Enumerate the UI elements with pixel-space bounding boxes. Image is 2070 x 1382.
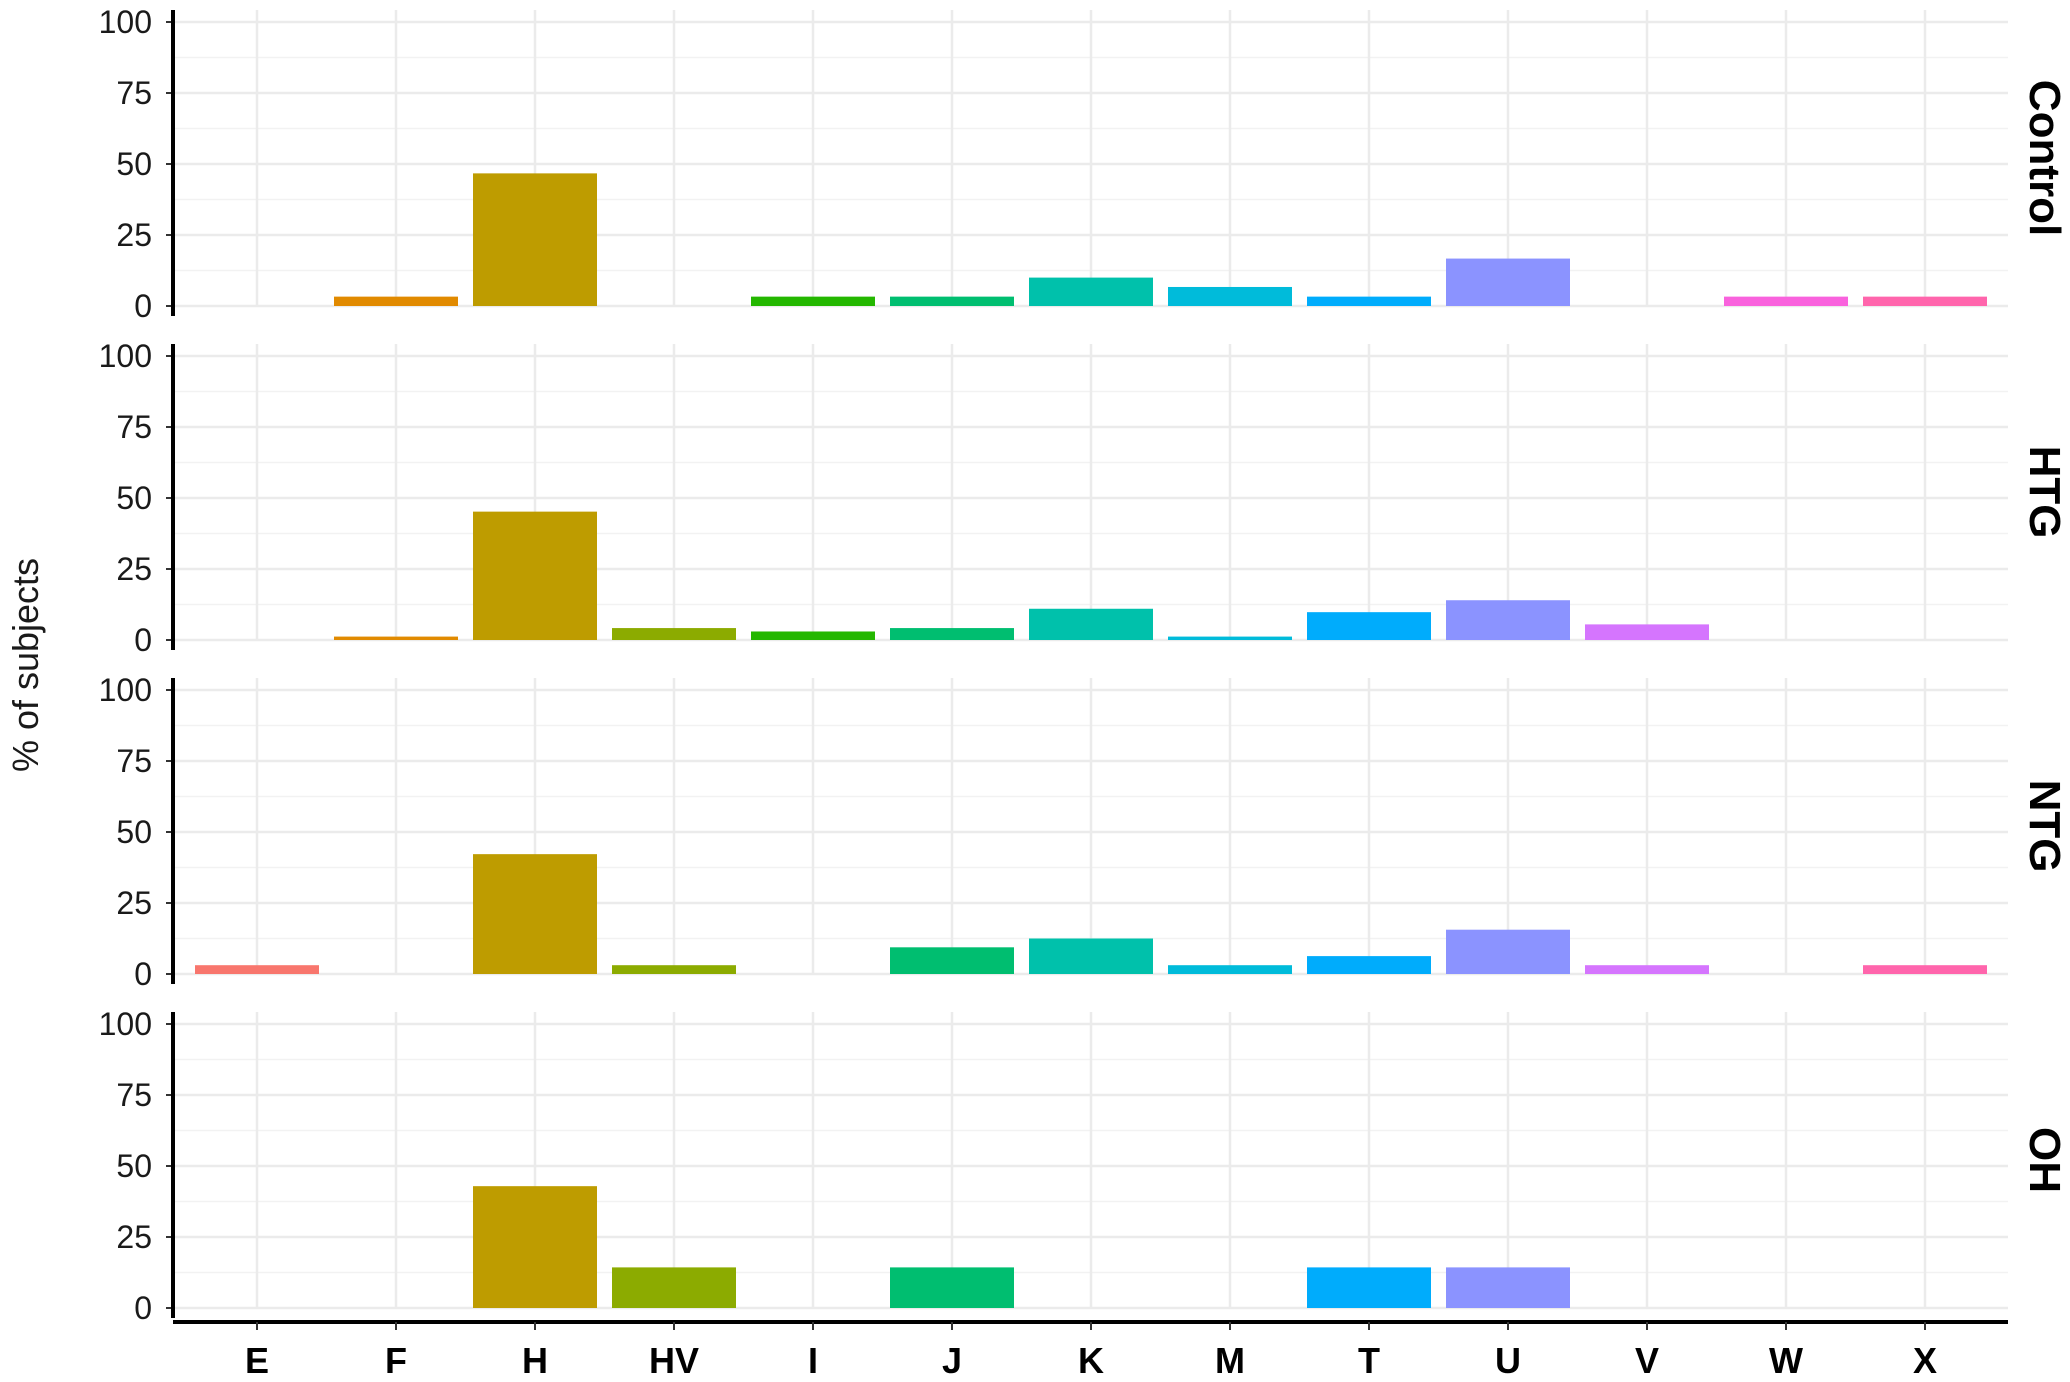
y-tick-label: 25: [116, 1219, 152, 1255]
bar-oh-hv: [612, 1267, 736, 1308]
facet-label-ntg: NTG: [2020, 780, 2069, 873]
y-tick-label: 50: [116, 146, 152, 182]
x-tick-label: HV: [649, 1340, 699, 1381]
bar-htg-u: [1446, 600, 1570, 640]
y-tick-label: 0: [134, 1290, 152, 1326]
x-tick-label: J: [942, 1340, 962, 1381]
bar-control-j: [890, 296, 1014, 306]
bar-ntg-m: [1168, 965, 1292, 974]
y-tick-label: 25: [116, 217, 152, 253]
bar-htg-i: [751, 631, 875, 640]
facet-label-oh: OH: [2020, 1127, 2069, 1193]
x-tick-label: U: [1495, 1340, 1521, 1381]
y-tick-label: 50: [116, 1148, 152, 1184]
y-tick-label: 75: [116, 1077, 152, 1113]
panel-htg: 0 25 50 75 100 HTG: [99, 338, 2069, 658]
y-tick-label: 0: [134, 622, 152, 658]
y-tick-label: 100: [99, 338, 152, 374]
x-tick-label: I: [808, 1340, 818, 1381]
y-axis-label: % of subjects: [5, 558, 46, 772]
bar-htg-hv: [612, 628, 736, 640]
bar-control-i: [751, 296, 875, 306]
facet-label-control: Control: [2020, 80, 2069, 236]
y-tick-label: 25: [116, 885, 152, 921]
bar-htg-j: [890, 628, 1014, 640]
bar-control-u: [1446, 258, 1570, 306]
y-tick-label: 75: [116, 75, 152, 111]
facet-label-htg: HTG: [2020, 446, 2069, 539]
bar-oh-t: [1307, 1267, 1431, 1308]
bar-control-w: [1724, 296, 1848, 306]
bar-htg-f: [334, 636, 458, 640]
bar-control-h: [473, 173, 597, 306]
bar-oh-j: [890, 1267, 1014, 1308]
x-tick-label: H: [522, 1340, 548, 1381]
bar-ntg-k: [1029, 938, 1153, 974]
y-tick-label: 0: [134, 288, 152, 324]
y-tick-label: 75: [116, 409, 152, 445]
panel-control: 0 25 50 75 100 Control: [99, 4, 2069, 324]
bar-htg-k: [1029, 608, 1153, 640]
x-tick-label: X: [1913, 1340, 1937, 1381]
bar-control-k: [1029, 277, 1153, 306]
bar-oh-u: [1446, 1267, 1570, 1308]
bar-control-t: [1307, 296, 1431, 306]
x-tick-label: T: [1358, 1340, 1380, 1381]
y-tick-label: 25: [116, 551, 152, 587]
bar-htg-h: [473, 511, 597, 640]
y-tick-label: 100: [99, 672, 152, 708]
bar-ntg-v: [1585, 965, 1709, 974]
x-tick-label: E: [245, 1340, 269, 1381]
bar-ntg-t: [1307, 956, 1431, 974]
bar-control-m: [1168, 286, 1292, 306]
x-tick-label: W: [1769, 1340, 1803, 1381]
bar-ntg-hv: [612, 965, 736, 974]
x-axis: E F H HV I J K M T U V W X: [173, 1320, 2008, 1381]
y-tick-label: 100: [99, 4, 152, 40]
x-tick-label: K: [1078, 1340, 1104, 1381]
panel-ntg: 0 25 50 75 100 NTG: [99, 672, 2069, 992]
bar-ntg-e: [195, 965, 319, 974]
y-tick-label: 75: [116, 743, 152, 779]
x-tick-label: V: [1635, 1340, 1659, 1381]
y-tick-label: 0: [134, 956, 152, 992]
bar-htg-v: [1585, 624, 1709, 640]
bar-control-x: [1863, 296, 1987, 306]
bar-ntg-u: [1446, 929, 1570, 974]
panels-layer: 0 25 50 75 100 Control 0 25 50 75 100 HTG 0 25 50 75 100…: [99, 4, 2069, 1326]
bar-ntg-x: [1863, 965, 1987, 974]
bar-htg-m: [1168, 636, 1292, 640]
y-tick-label: 100: [99, 1006, 152, 1042]
bar-control-f: [334, 296, 458, 306]
panel-oh: 0 25 50 75 100 OH: [99, 1006, 2069, 1326]
x-tick-label: F: [385, 1340, 407, 1381]
bar-oh-h: [473, 1186, 597, 1308]
x-tick-label: M: [1215, 1340, 1245, 1381]
bar-ntg-j: [890, 947, 1014, 974]
bar-htg-t: [1307, 612, 1431, 640]
y-tick-label: 50: [116, 814, 152, 850]
bar-ntg-h: [473, 854, 597, 974]
y-tick-label: 50: [116, 480, 152, 516]
